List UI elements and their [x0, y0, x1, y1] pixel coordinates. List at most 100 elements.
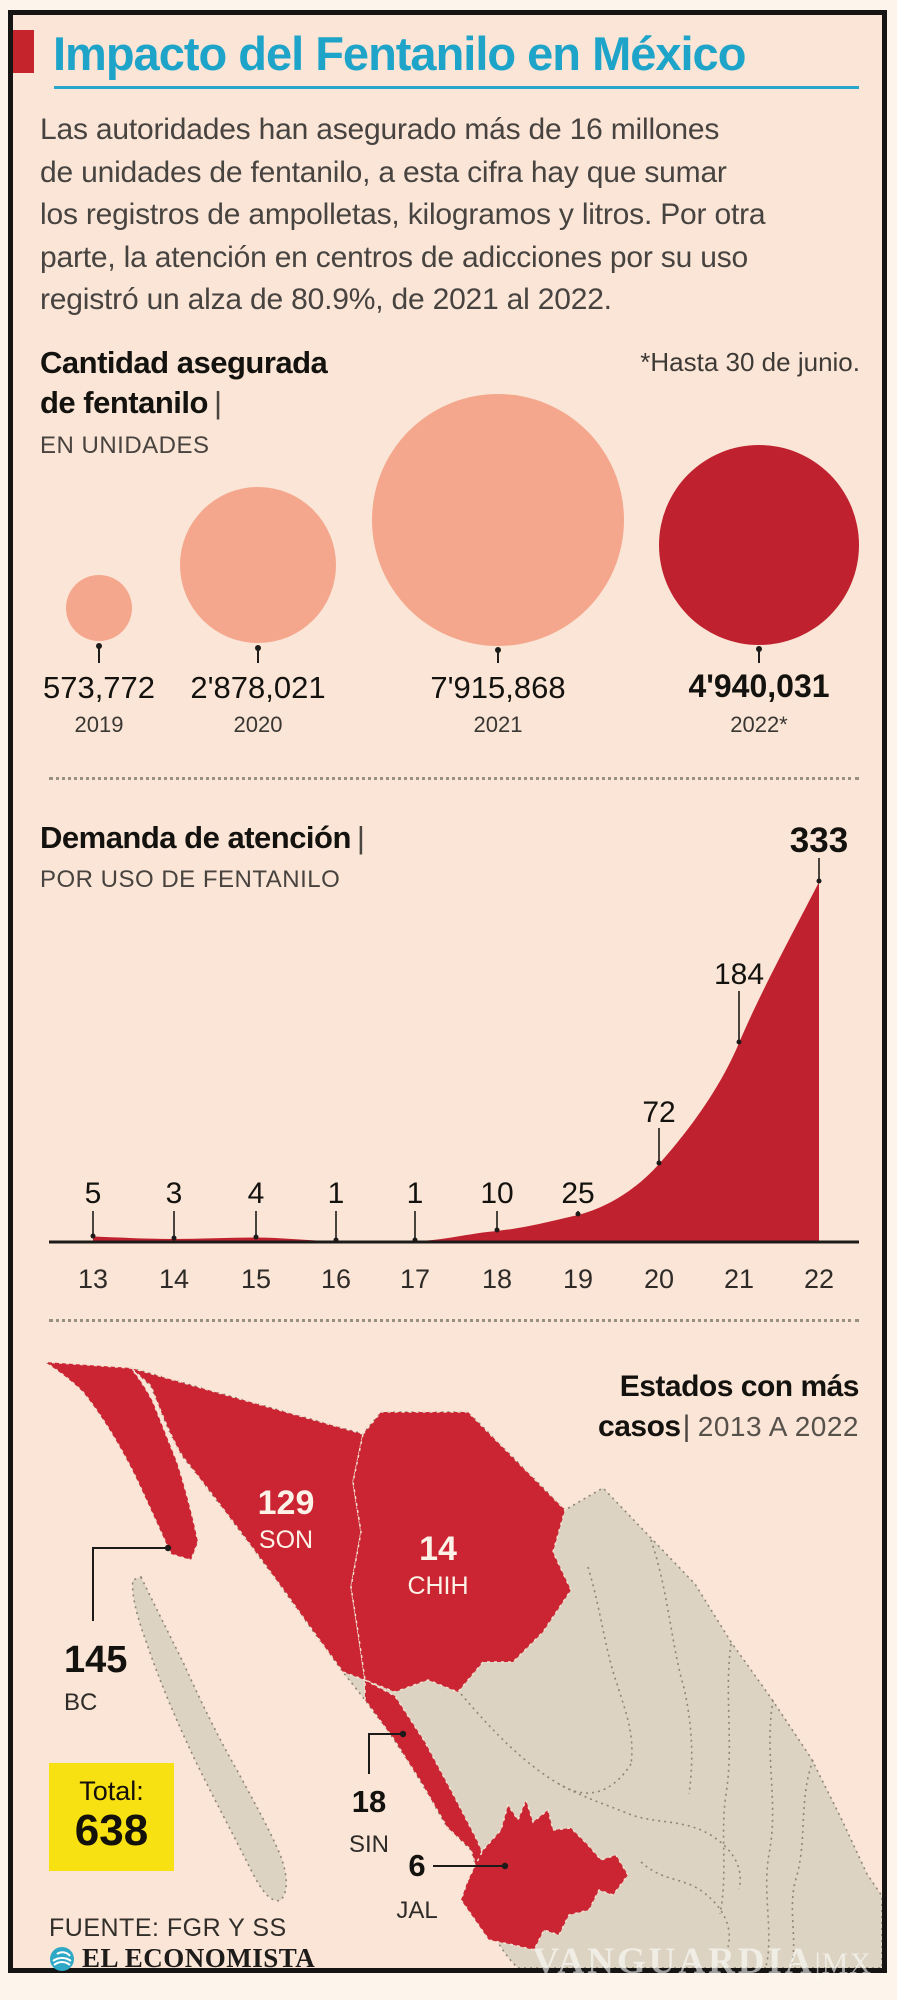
- watermark: VANGUARDIA|MX: [532, 1940, 872, 1983]
- bubble-year-2022: 2022*: [730, 712, 788, 737]
- area-value-labels: 5 3 4 1 1 10 25 72 184: [85, 958, 764, 1210]
- state-border-lines: [460, 1539, 814, 1968]
- bubble-tick: [257, 649, 259, 663]
- total-value: 638: [74, 1806, 149, 1855]
- demand-peak-value: 333: [789, 821, 849, 860]
- bubble-value-2022: 4'940,031: [688, 668, 830, 704]
- area-value: 10: [480, 1177, 513, 1210]
- sin-leader-dot: [399, 1730, 407, 1738]
- title-accent-square: [13, 30, 34, 73]
- infographic-frame: Impacto del Fentanilo en México Las auto…: [8, 10, 887, 1982]
- x-label: 15: [241, 1264, 271, 1294]
- bubble-value-2020: 2'878,021: [190, 670, 326, 705]
- brand-name: EL ECONOMISTA: [82, 1943, 316, 1973]
- jal-leader-dot: [501, 1862, 509, 1870]
- area-x-labels: 13 14 15 16 17 18 19 20 21 22: [78, 1264, 834, 1294]
- x-label: 18: [482, 1264, 512, 1294]
- area-value: 1: [328, 1177, 345, 1210]
- bubble-year-2020: 2020: [233, 712, 283, 737]
- section-divider: [49, 777, 859, 780]
- title-separator: |: [356, 820, 365, 855]
- x-label: 21: [724, 1264, 754, 1294]
- intro-paragraph: Las autoridades han asegurado más de 16 …: [40, 109, 855, 322]
- area-value: 5: [85, 1177, 102, 1210]
- title-separator: |: [682, 1410, 691, 1443]
- demand-subtitle: POR USO DE FENTANILO: [40, 866, 341, 893]
- total-box: Total: 638: [49, 1763, 174, 1871]
- bubble-year-2021: 2021: [473, 712, 523, 737]
- state-jalisco: [460, 1797, 629, 1951]
- value-leader-lines: [92, 858, 820, 1238]
- x-label: 14: [159, 1264, 189, 1294]
- seized-note: *Hasta 30 de junio.: [640, 347, 860, 377]
- estados-title-line2: casos| 2013 A 2022: [598, 1408, 859, 1446]
- bubble-value-2019: 573,772: [42, 670, 156, 705]
- seized-unit-label: EN UNIDADES: [40, 432, 210, 459]
- bubble-tick: [497, 651, 499, 663]
- state-sonora: [130, 1367, 366, 1682]
- bubble-year-2019: 2019: [74, 712, 124, 737]
- bubble-2019: [66, 575, 132, 641]
- intro-line: Las autoridades han asegurado más de 16 …: [40, 113, 720, 146]
- map-value-jal: 6: [408, 1848, 425, 1883]
- mexico-map: 129 SON 14 CHIH 145 BC 18 SIN 6 JAL: [43, 1362, 882, 1968]
- x-label: 22: [804, 1264, 834, 1294]
- estados-period: 2013 A 2022: [697, 1411, 859, 1442]
- page-title: Impacto del Fentanilo en México: [53, 27, 746, 80]
- bubble-2022: [659, 445, 859, 645]
- estados-title-line1: Estados con más: [619, 1370, 860, 1403]
- watermark-suffix: |MX: [814, 1947, 872, 1980]
- section-divider: [49, 1319, 859, 1322]
- bubble-2020: [180, 487, 336, 643]
- map-abbr-chih: CHIH: [407, 1572, 468, 1600]
- estados-title-bold: casos: [598, 1410, 681, 1443]
- bubble-tick-dot: [495, 647, 501, 653]
- sin-leader-line: [368, 1733, 403, 1774]
- bubble-tick-dot: [255, 645, 261, 651]
- map-value-bc: 145: [64, 1639, 127, 1681]
- area-chart-fill: [93, 882, 819, 1242]
- map-abbr-sin: SIN: [349, 1831, 389, 1858]
- map-value-chih: 14: [419, 1530, 457, 1568]
- total-label: Total:: [79, 1776, 144, 1806]
- bubble-tick-dot: [756, 646, 762, 652]
- area-value: 3: [166, 1177, 183, 1210]
- title-separator: |: [213, 385, 222, 420]
- bubble-tick: [98, 647, 100, 663]
- map-value-sin: 18: [352, 1784, 386, 1819]
- intro-line: los registros de ampolletas, kilogramos …: [40, 198, 766, 231]
- area-value: 72: [642, 1096, 675, 1129]
- source-line: FUENTE: FGR Y SS: [49, 1914, 287, 1942]
- value-point-dots: [90, 878, 822, 1243]
- intro-line: registró un alza de 80.9%, de 2021 al 20…: [40, 283, 612, 316]
- map-value-son: 129: [258, 1484, 315, 1522]
- seized-title-line2-text: de fentanilo: [40, 385, 208, 420]
- bubble-tick-dot: [96, 643, 102, 649]
- x-label: 13: [78, 1264, 108, 1294]
- map-abbr-bc: BC: [64, 1689, 97, 1716]
- state-bc: [43, 1362, 199, 1561]
- area-value: 1: [407, 1177, 424, 1210]
- area-value: 25: [561, 1177, 594, 1210]
- brand-line: EL ECONOMISTA: [49, 1943, 315, 1974]
- bc-leader-line: [92, 1547, 168, 1621]
- area-value: 184: [714, 958, 764, 991]
- map-abbr-jal: JAL: [396, 1897, 437, 1924]
- x-label: 19: [563, 1264, 593, 1294]
- intro-line: parte, la atención en centros de adiccio…: [40, 240, 748, 274]
- x-label: 20: [644, 1264, 674, 1294]
- intro-line: de unidades de fentanilo, a esta cifra h…: [40, 155, 727, 189]
- title-underline: [54, 86, 859, 89]
- bubble-tick: [758, 650, 760, 663]
- el-economista-logo-icon: [50, 1946, 74, 1971]
- demand-area-chart: 5 3 4 1 1 10 25 72 184 13 14 15 16 17 18…: [49, 858, 859, 1294]
- area-value: 4: [248, 1177, 265, 1210]
- bc-leader-dot: [164, 1544, 172, 1552]
- watermark-text: VANGUARDIA: [532, 1941, 815, 1982]
- map-abbr-son: SON: [259, 1526, 313, 1554]
- bubble-value-2021: 7'915,868: [430, 670, 566, 705]
- state-sinaloa: [364, 1678, 490, 1878]
- state-chihuahua: [350, 1411, 572, 1693]
- demand-title: Demanda de atención |: [40, 819, 365, 857]
- x-label: 16: [321, 1264, 351, 1294]
